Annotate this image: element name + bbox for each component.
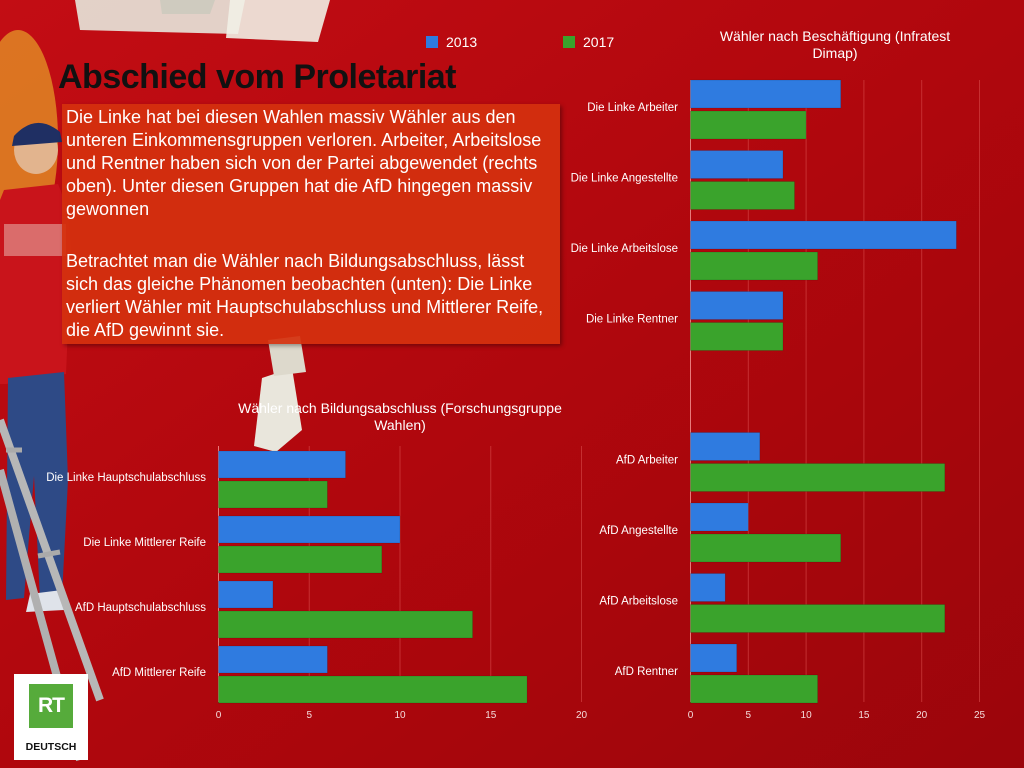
chart-0-bar-2013 [690, 432, 761, 461]
chart-0-bar-2013 [690, 502, 749, 532]
chart-0-bar-2013 [690, 643, 737, 673]
chart-0-category-label: Die Linke Rentner [586, 314, 678, 326]
chart-1-bar-2013 [218, 450, 346, 479]
chart-1-tick-label: 0 [216, 710, 222, 721]
chart-0-category-label: Die Linke Arbeiter [587, 102, 678, 114]
chart-1-category-label: Die Linke Mittlerer Reife [83, 537, 206, 549]
chart-1-category-label: Die Linke Hauptschulabschluss [46, 472, 206, 484]
chart-1-bar-2017 [218, 480, 328, 509]
chart-1-tick-label: 5 [306, 710, 312, 721]
chart-0-bar-2017 [690, 533, 842, 563]
chart-0-bar-2013 [690, 220, 957, 250]
chart-0-category-label: AfD Arbeitslose [599, 596, 678, 608]
chart-1-category-label: AfD Hauptschulabschluss [75, 602, 206, 614]
legend-label-2013: 2013 [446, 34, 478, 50]
legend-swatch-2013 [426, 36, 438, 48]
chart-1-tick-label: 15 [485, 710, 497, 721]
chart-0-bar-2017 [690, 251, 818, 281]
legend-item-2017: 2017 [563, 33, 614, 51]
chart-0-category-label: AfD Arbeiter [616, 455, 678, 467]
slide-title: Abschied vom Proletariat [58, 58, 457, 96]
chart-0-category-label: Die Linke Angestellte [571, 173, 678, 185]
chart-0-bar-2017 [690, 110, 807, 140]
chart-1-category-label: AfD Mittlerer Reife [112, 667, 206, 679]
chart-0-category-label: AfD Angestellte [599, 525, 678, 537]
chart-0-bar-2017 [690, 674, 818, 704]
legend-label-2017: 2017 [583, 34, 615, 50]
chart-title-education: Wähler nach Bildungsabschluss (Forschung… [238, 400, 562, 433]
description-box: Die Linke hat bei diesen Wahlen massiv W… [62, 104, 560, 344]
chart-0-category-label: AfD Rentner [615, 666, 678, 678]
chart-title-employment: Wähler nach Beschäftigung (Infratest Dim… [719, 28, 951, 61]
chart-0-category-label: Die Linke Arbeitslose [571, 243, 678, 255]
chart-0-bar-2013 [690, 573, 726, 602]
chart-0-bar-2017 [690, 181, 795, 210]
chart-0-bar-2013 [690, 150, 784, 179]
legend-swatch-2017 [563, 36, 575, 48]
chart-0-bar-2013 [690, 79, 842, 109]
chart-0-bar-2017 [690, 463, 946, 492]
chart-1-bar-2013 [218, 645, 328, 674]
description-paragraph-employment: Die Linke hat bei diesen Wahlen massiv W… [66, 107, 542, 219]
chart-0-tick-label: 0 [688, 710, 694, 721]
description-paragraph-education: Betrachtet man die Wähler nach Bildungsa… [66, 251, 544, 340]
chart-0-bar-2013 [690, 291, 784, 320]
chart-1-bar-2013 [218, 580, 274, 609]
legend-item-2013: 2013 [426, 33, 477, 51]
rt-logo-text: DEUTSCH [25, 741, 77, 753]
chart-1-bar-2017 [218, 545, 383, 574]
chart-0-bar-2017 [690, 322, 784, 351]
chart-0-tick-label: 5 [746, 710, 752, 721]
chart-1-bar-2017 [218, 675, 528, 704]
chart-0-tick-label: 15 [858, 710, 870, 721]
chart-1-tick-label: 10 [394, 710, 406, 721]
chart-0-tick-label: 25 [974, 710, 986, 721]
chart-0-tick-label: 20 [916, 710, 928, 721]
rt-logo-mark: RT [29, 684, 73, 728]
chart-0-tick-label: 10 [801, 710, 813, 721]
chart-1-bar-2013 [218, 515, 401, 544]
chart-1-bar-2017 [218, 610, 473, 639]
chart-1-tick-label: 20 [576, 710, 588, 721]
rt-deutsch-logo: RT DEUTSCH [14, 674, 88, 760]
chart-0-bar-2017 [690, 604, 946, 633]
